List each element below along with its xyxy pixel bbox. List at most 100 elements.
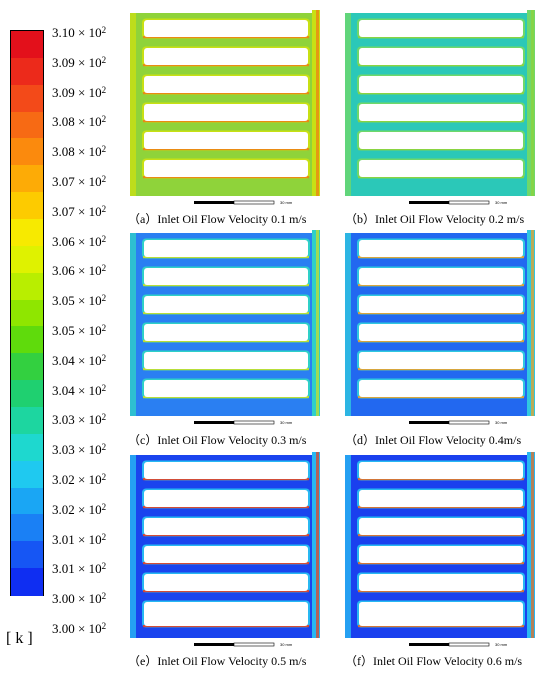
plate-hot-edge — [358, 92, 524, 95]
scale-bar-white — [233, 200, 275, 205]
outlet-hot-band — [531, 10, 534, 196]
plate-hot-edge — [143, 92, 309, 95]
winding-plate — [359, 48, 523, 65]
legend-tick-label: 3.08 × 102 — [52, 114, 107, 130]
legend-swatch — [11, 57, 43, 86]
legend-tick-label: 3.02 × 102 — [52, 501, 107, 517]
winding-plate — [144, 490, 308, 507]
legend-swatch — [11, 219, 43, 247]
contour-plot: 30 mm — [345, 10, 541, 205]
plate-hot-edge — [358, 312, 524, 315]
plate-hot-edge — [143, 562, 309, 565]
top-edge — [345, 230, 527, 233]
scale-bar-label: 30 mm — [495, 420, 508, 425]
caption-f: （f）Inlet Oil Flow Velocity 0.6 m/s — [345, 654, 523, 668]
winding-plate — [144, 48, 308, 65]
winding-plate — [359, 518, 523, 535]
legend-swatch — [11, 326, 43, 354]
top-edge — [130, 10, 312, 13]
winding-plate — [144, 546, 308, 563]
scale-bar-black — [409, 421, 449, 424]
plate-hot-edge — [358, 534, 524, 537]
plate-hot-edge — [143, 36, 309, 39]
top-edge — [345, 452, 527, 455]
wall-band — [130, 452, 136, 638]
legend-swatch — [11, 433, 43, 462]
right-margin — [535, 230, 541, 416]
contour-panel-c: 30 mm — [130, 230, 326, 430]
plate-hot-edge — [143, 284, 309, 287]
winding-plate — [144, 132, 308, 149]
contour-plot: 30 mm — [345, 452, 541, 647]
winding-plate — [144, 268, 308, 285]
scale-bar-label: 30 mm — [280, 200, 293, 205]
wall-band — [345, 230, 351, 416]
plate-hot-edge — [143, 176, 309, 179]
legend-tick-label: 3.01 × 102 — [52, 531, 107, 547]
scale-bar-white — [448, 642, 490, 647]
plate-hot-edge — [143, 625, 309, 628]
winding-plate — [144, 602, 308, 626]
legend-tick-label: 3.06 × 102 — [52, 263, 107, 279]
scale-bar-white — [233, 642, 275, 647]
contour-panel-d: 30 mm — [345, 230, 541, 430]
winding-plate — [359, 490, 523, 507]
legend-tick-label: 3.09 × 102 — [52, 54, 107, 70]
right-margin — [535, 452, 541, 638]
legend-swatch — [11, 541, 43, 569]
plate-hot-edge — [143, 368, 309, 371]
legend-swatch — [11, 353, 43, 381]
legend-tick-label: 3.01 × 102 — [52, 561, 107, 577]
outlet-hot-band — [316, 10, 319, 196]
caption-b: （b）Inlet Oil Flow Velocity 0.2 m/s — [345, 212, 525, 226]
winding-plate — [359, 296, 523, 313]
outlet-hot-band — [531, 452, 534, 638]
outlet-hot-band — [316, 452, 319, 638]
caption-d: （d）Inlet Oil Flow Velocity 0.4m/s — [345, 433, 522, 447]
caption-e: （e）Inlet Oil Flow Velocity 0.5 m/s — [128, 654, 307, 668]
plate-hot-edge — [143, 534, 309, 537]
legend-swatch — [11, 380, 43, 408]
legend-tick-label: 3.09 × 102 — [52, 84, 107, 100]
plate-hot-edge — [143, 396, 309, 399]
winding-plate — [144, 104, 308, 121]
plate-hot-edge — [143, 256, 309, 259]
winding-plate — [144, 324, 308, 341]
color-legend-bar — [10, 30, 44, 596]
wall-band — [130, 10, 136, 196]
winding-plate — [144, 296, 308, 313]
winding-plate — [144, 160, 308, 177]
winding-plate — [359, 462, 523, 479]
wall-band — [345, 10, 351, 196]
legend-swatch — [11, 245, 43, 274]
legend-swatch — [11, 192, 43, 220]
legend-tick-label: 3.03 × 102 — [52, 412, 107, 428]
legend-swatch — [11, 165, 43, 193]
plate-hot-edge — [358, 506, 524, 509]
plate-hot-edge — [358, 478, 524, 481]
contour-panel-f: 30 mm — [345, 452, 541, 652]
winding-plate — [144, 240, 308, 257]
winding-plate — [144, 76, 308, 93]
winding-plate — [359, 574, 523, 591]
winding-plate — [144, 462, 308, 479]
winding-plate — [144, 380, 308, 397]
scale-bar-white — [448, 200, 490, 205]
top-edge — [130, 230, 312, 233]
contour-panel-a: 30 mm — [130, 10, 326, 210]
contour-plot: 30 mm — [130, 230, 326, 425]
plate-hot-edge — [358, 284, 524, 287]
right-margin — [320, 452, 326, 638]
plate-hot-edge — [358, 36, 524, 39]
winding-plate — [144, 20, 308, 37]
legend-tick-label: 3.07 × 102 — [52, 174, 107, 189]
caption-a: （a）Inlet Oil Flow Velocity 0.1 m/s — [128, 212, 307, 226]
legend-tick-label: 3.03 × 102 — [52, 442, 107, 458]
top-edge — [345, 10, 527, 13]
plate-hot-edge — [358, 176, 524, 179]
legend-swatch — [11, 299, 43, 328]
legend-tick-label: 3.06 × 102 — [52, 233, 107, 249]
caption-c: （c）Inlet Oil Flow Velocity 0.3 m/s — [128, 433, 307, 447]
contour-plot: 30 mm — [130, 452, 326, 647]
legend-swatch — [11, 138, 43, 166]
